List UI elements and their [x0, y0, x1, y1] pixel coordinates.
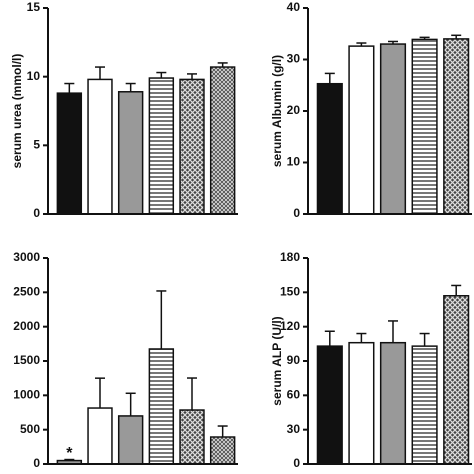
- bar: [148, 77, 175, 215]
- bar: [316, 82, 343, 215]
- axis: [47, 258, 238, 465]
- bar: [87, 407, 113, 465]
- bar: [411, 38, 438, 215]
- y-tick-label: 10: [287, 155, 301, 169]
- y-tick-label: 1500: [13, 353, 40, 367]
- axis: [307, 258, 472, 465]
- y-tick-label: 500: [20, 422, 40, 436]
- y-tick-label: 2000: [13, 319, 40, 333]
- bar: [411, 345, 438, 465]
- bar: [179, 78, 205, 215]
- y-tick-label: 0: [293, 456, 300, 470]
- bar: [443, 295, 470, 465]
- y-tick-label: 2500: [13, 285, 40, 299]
- axis: [47, 8, 238, 215]
- y-tick-label: 40: [287, 0, 301, 14]
- bar: [348, 45, 375, 215]
- bar: [117, 91, 144, 215]
- y-tick-label: 90: [287, 353, 301, 367]
- bar: [179, 409, 205, 465]
- axis: [307, 8, 472, 215]
- y-tick-label: 3000: [13, 250, 40, 264]
- y-tick-label: 5: [33, 138, 40, 152]
- y-tick-label: 30: [287, 52, 301, 66]
- y-tick-label: 10: [27, 69, 41, 83]
- y-tick-label: 0: [293, 206, 300, 220]
- bar: [56, 92, 83, 215]
- y-tick-label: 0: [33, 456, 40, 470]
- y-axis-label: serum Albumin (g/l): [270, 55, 284, 167]
- y-tick-label: 1000: [13, 388, 40, 402]
- bar: [87, 78, 113, 215]
- y-axis-label: serum ALP (U/l): [270, 316, 284, 405]
- bar: [379, 43, 407, 215]
- y-tick-label: 0: [33, 206, 40, 220]
- y-tick-label: 120: [280, 319, 300, 333]
- y-axis-label: serum urea (mmol/l): [10, 54, 24, 169]
- y-tick-label: 30: [287, 422, 301, 436]
- bar: [379, 341, 407, 465]
- annotation: *: [66, 445, 73, 462]
- bar: [316, 345, 343, 465]
- bar: [209, 436, 236, 465]
- y-tick-label: 60: [287, 388, 301, 402]
- bar: [117, 415, 144, 465]
- y-tick-label: 180: [280, 250, 300, 264]
- y-tick-label: 20: [287, 103, 301, 117]
- y-tick-label: 15: [27, 0, 41, 14]
- bar: [348, 341, 375, 465]
- y-tick-label: 150: [280, 285, 300, 299]
- bar: [148, 348, 175, 465]
- bar: [209, 66, 236, 215]
- bar: [443, 38, 470, 215]
